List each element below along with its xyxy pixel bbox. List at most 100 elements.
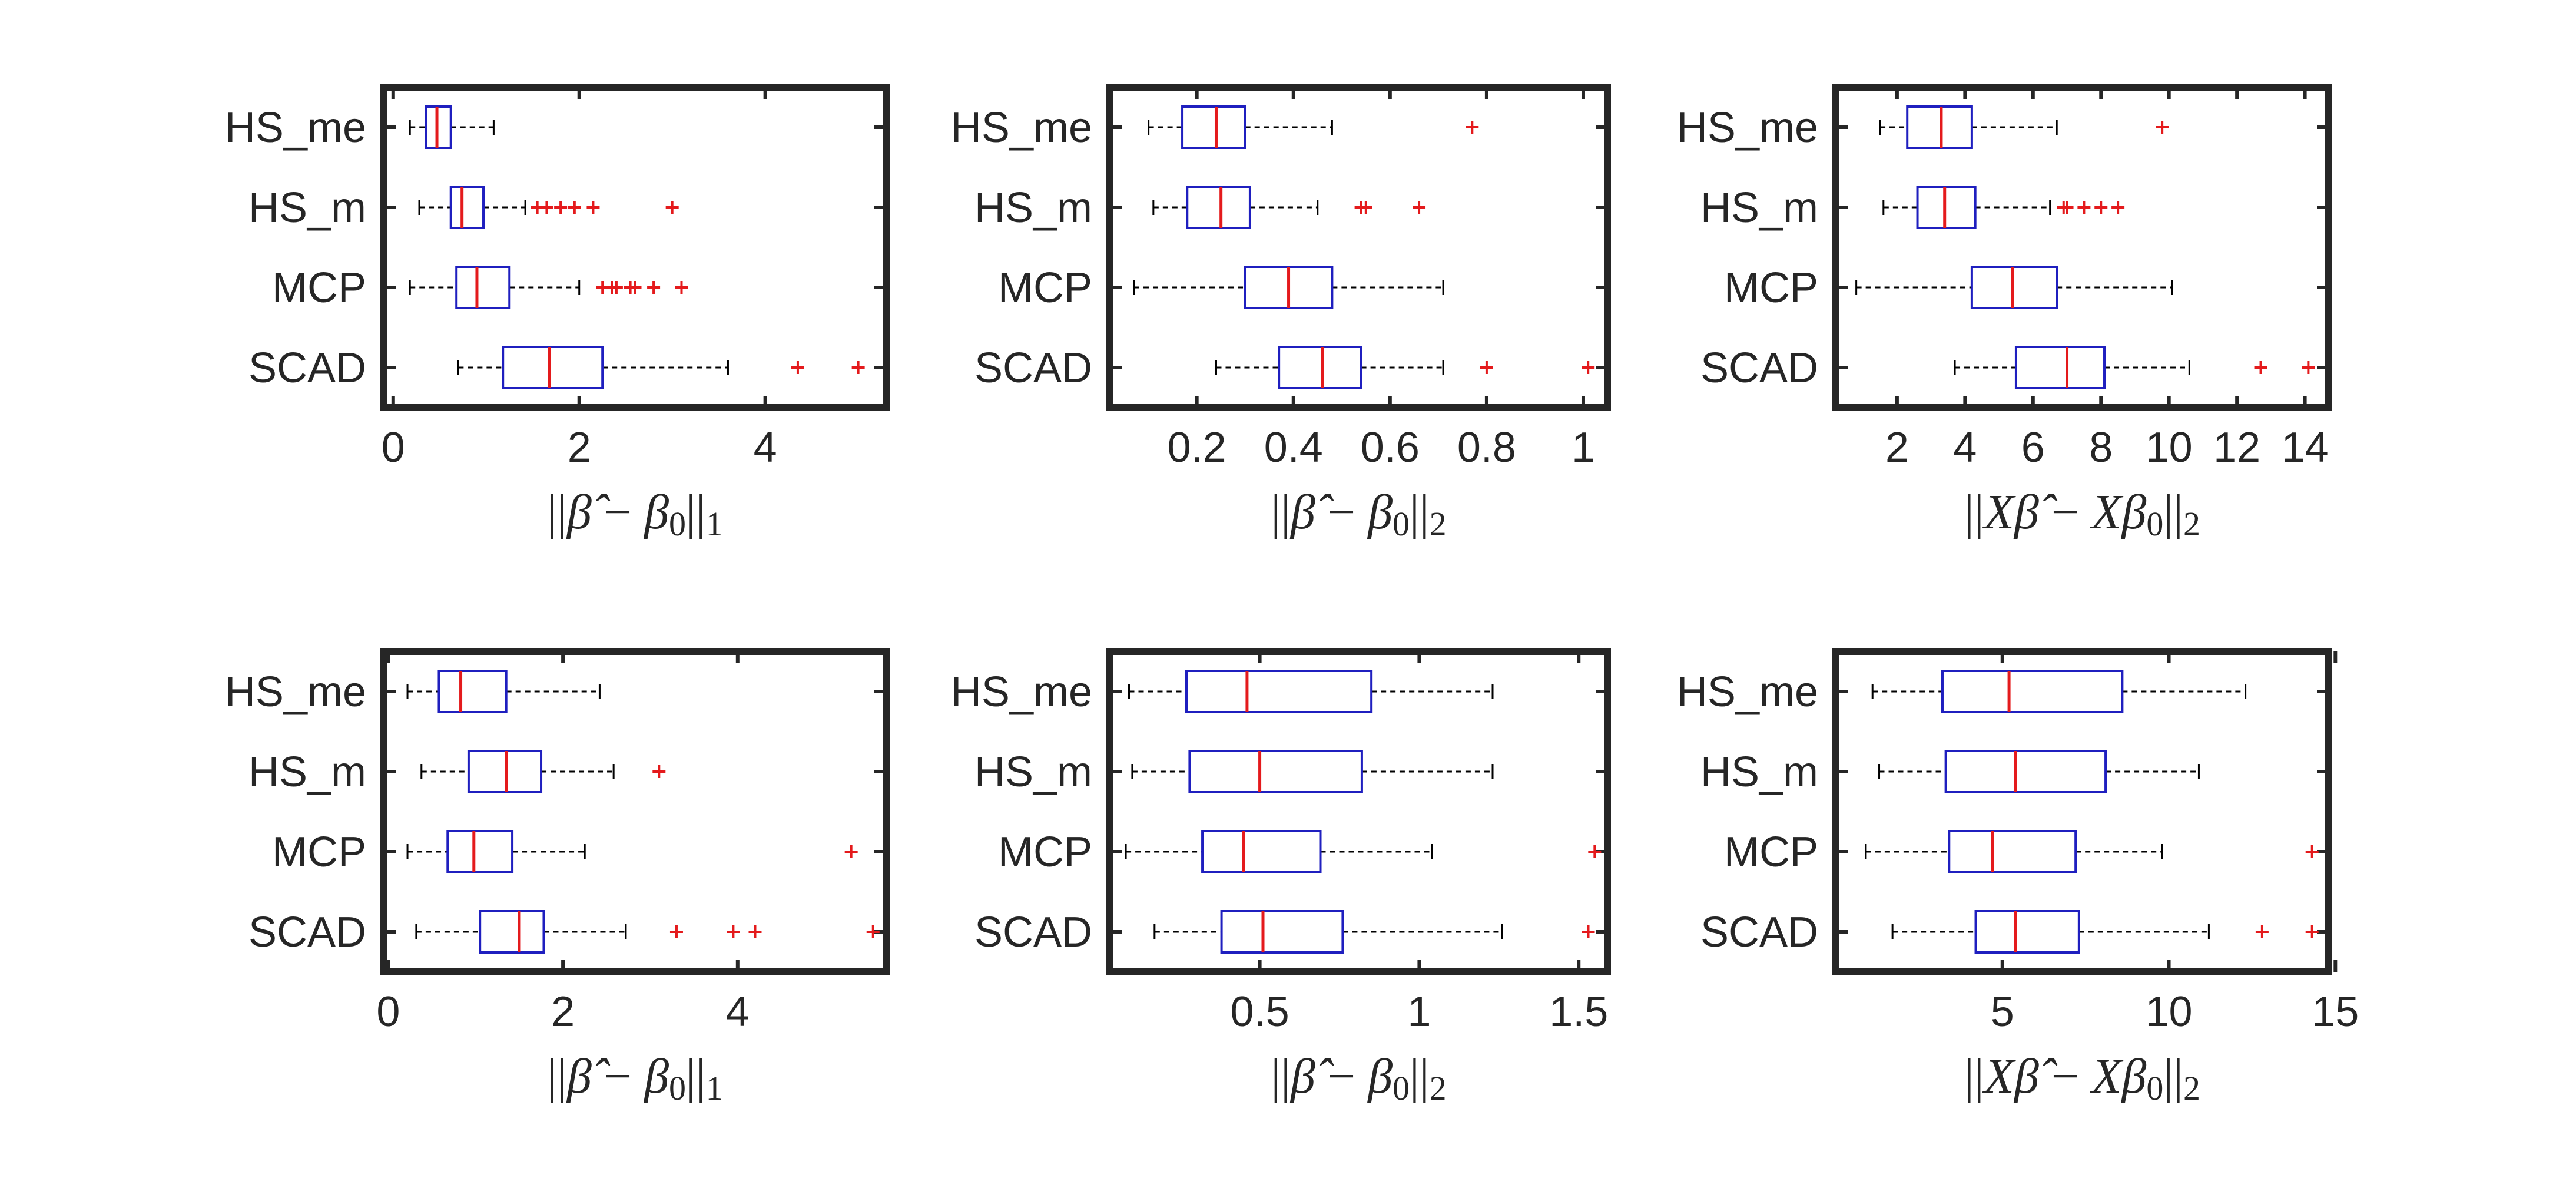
x-axis-label-part: 1 [706, 505, 723, 543]
outlier-marker [540, 201, 553, 214]
x-axis-label-part: || [686, 1049, 706, 1104]
x-axis-label-part: || [2163, 1049, 2183, 1104]
outlier-marker [675, 281, 688, 294]
category-label: SCAD [248, 909, 366, 956]
box-MCP [406, 830, 858, 873]
x-axis-label: ||β̂ − β0||2 [1271, 1049, 1446, 1107]
x-axis-label-part: || [686, 485, 706, 540]
category-label: SCAD [1700, 345, 1818, 392]
x-tick-label: 0.4 [1264, 424, 1323, 471]
x-axis-label-part: X [2090, 1049, 2124, 1104]
outlier-marker [609, 281, 623, 294]
outlier-marker [652, 765, 666, 778]
x-tick-label: 1 [1572, 424, 1595, 471]
outlier-marker [586, 201, 600, 214]
category-label: HS_m [248, 749, 366, 796]
category-label: HS_me [1677, 669, 1818, 716]
outlier-marker [851, 361, 865, 374]
x-tick-label: 4 [726, 988, 750, 1035]
box-SCAD [1891, 910, 2319, 954]
box-HS_m [1882, 186, 2125, 229]
outlier-marker [2077, 201, 2091, 214]
outlier-marker [2305, 845, 2319, 858]
x-tick-label: 2 [568, 424, 591, 471]
outlier-marker [628, 281, 642, 294]
category-label: HS_m [974, 184, 1092, 231]
x-tick-label: 1 [1407, 988, 1431, 1035]
box-MCP [1125, 830, 1602, 873]
x-axis-label-part: − [592, 485, 644, 540]
box-iqr [1278, 346, 1362, 389]
outlier-marker [1466, 121, 1479, 134]
x-axis-label-part: β [1367, 1049, 1393, 1104]
axes-frame [380, 648, 890, 975]
x-axis-label-part: 0 [1393, 1069, 1410, 1107]
x-axis-label-part: β [1367, 485, 1393, 540]
x-axis-label-part: || [1964, 485, 1984, 540]
x-tick-label: 12 [2213, 424, 2260, 471]
box-iqr [2014, 346, 2106, 389]
x-axis-label-part: || [1410, 1049, 1430, 1104]
x-tick-label: 0.2 [1168, 424, 1226, 471]
axes-frame [380, 84, 890, 411]
category-label: SCAD [974, 909, 1092, 956]
outlier-marker [1359, 201, 1372, 214]
box-iqr [1185, 670, 1373, 713]
x-tick-label: 1.5 [1549, 988, 1608, 1035]
box-iqr [449, 186, 485, 229]
outlier-marker [2094, 201, 2108, 214]
x-axis-label-part: β [2121, 1049, 2147, 1104]
outlier-marker [844, 845, 858, 858]
outlier-marker [665, 201, 679, 214]
x-axis-label-part: || [1271, 1049, 1291, 1104]
box-iqr [1974, 910, 2080, 954]
x-axis-label-part: 0 [1393, 505, 1410, 543]
category-label: HS_m [974, 749, 1092, 796]
x-axis-label-part: 2 [2183, 505, 2200, 543]
box-iqr [1916, 186, 1977, 229]
box-HS_me [406, 670, 601, 713]
x-tick-label: 8 [2089, 424, 2113, 471]
x-tick-label: 5 [1991, 988, 2014, 1035]
x-tick-label: 0.5 [1231, 988, 1289, 1035]
x-tick-label: 2 [1885, 424, 1909, 471]
category-label: HS_me [1677, 104, 1818, 151]
category-label: HS_me [951, 104, 1092, 151]
x-axis-label-part: || [2163, 485, 2183, 540]
outlier-marker [669, 925, 683, 938]
x-axis-label-part: β [2121, 485, 2147, 540]
x-axis-label-part: − [2039, 1049, 2091, 1104]
x-axis-label-part: 2 [1430, 1069, 1447, 1107]
box-iqr [1944, 750, 2107, 793]
x-axis-label-part: − [1315, 1049, 1368, 1104]
x-tick-label: 4 [754, 424, 777, 471]
box-iqr [1220, 910, 1344, 954]
outlier-marker [2060, 201, 2074, 214]
axes-frame [1106, 84, 1611, 411]
x-axis-label-part: β [643, 1049, 669, 1104]
box-iqr [1201, 830, 1322, 873]
x-axis-label-part: || [547, 485, 567, 540]
box-MCP [409, 266, 688, 309]
box-iqr [1186, 186, 1251, 229]
x-axis-label-part: X [1982, 485, 2017, 540]
category-label: HS_m [1700, 184, 1818, 231]
x-axis-label-part: || [1410, 485, 1430, 540]
outlier-marker [2302, 361, 2315, 374]
x-axis-label: ||β̂ − β0||1 [547, 1049, 722, 1107]
outlier-marker [1582, 925, 1595, 938]
box-iqr [1948, 830, 2077, 873]
box-iqr [479, 910, 545, 954]
x-axis-label-part: || [1271, 485, 1291, 540]
outlier-marker [1480, 361, 1493, 374]
x-axis-label-part: 0 [2146, 505, 2163, 543]
axes-frame [1832, 84, 2332, 411]
x-tick-label: 2 [551, 988, 575, 1035]
x-tick-label: 0.6 [1361, 424, 1420, 471]
category-label: MCP [1724, 264, 1818, 312]
category-label: HS_m [1700, 749, 1818, 796]
box-iqr [1181, 105, 1246, 149]
